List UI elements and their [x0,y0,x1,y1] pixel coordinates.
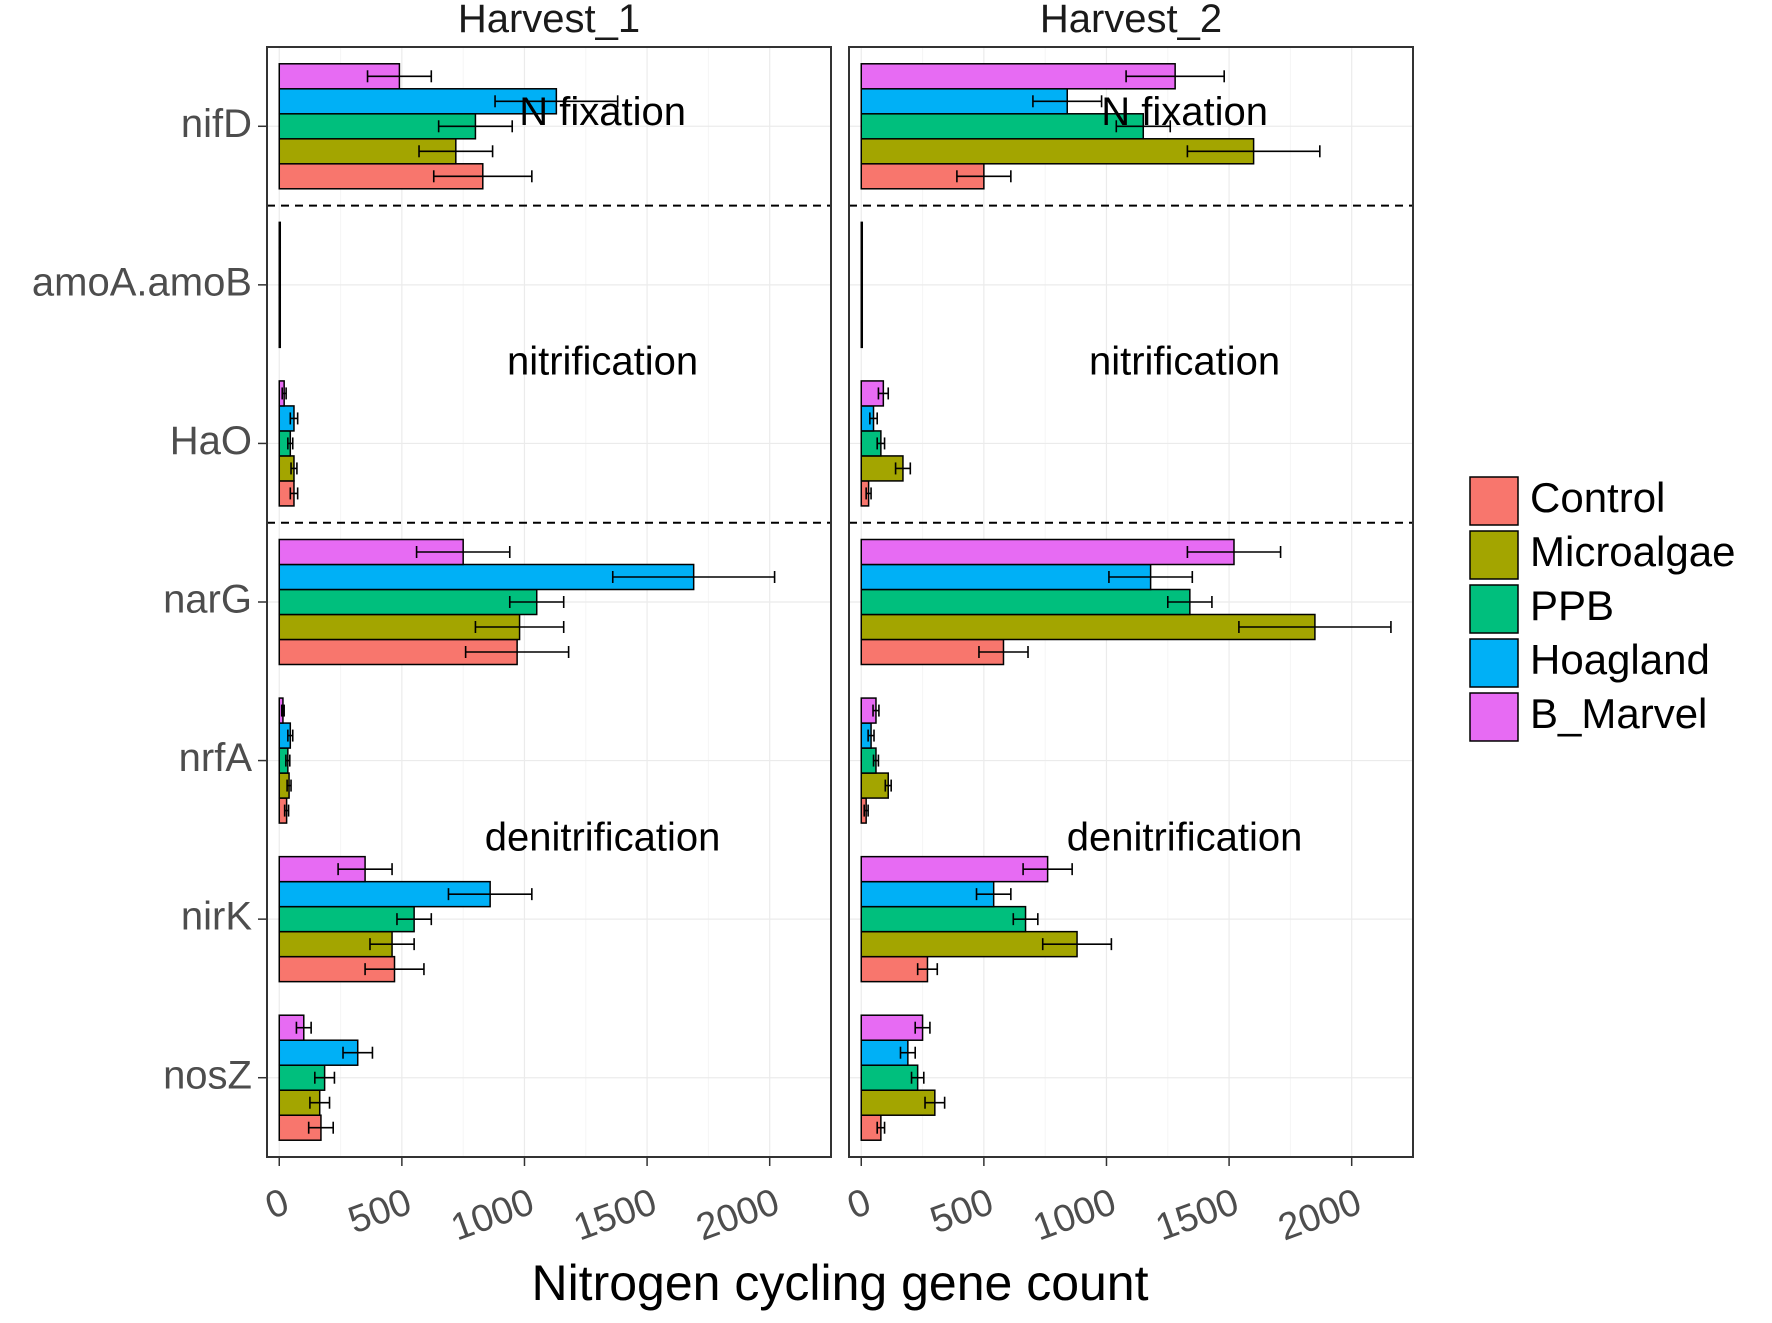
legend-label-control: Control [1530,474,1665,521]
panel-harvest-2: N fixation nitrification denitrification Ha… [842,0,1414,1249]
bar-amoA.amoB-hoagland [278,246,282,274]
y-tick-label: amoA.amoB [32,260,252,304]
bar-amoA.amoB-b_marvel [860,221,864,249]
legend-swatch-ppb [1469,584,1519,634]
legend-label-b_marvel: B_Marvel [1530,690,1707,737]
bar-nirK-b_marvel [860,855,1049,883]
legend-swatch-hoagland [1469,638,1519,688]
bar-nrfA-microalgae [860,772,889,799]
bar-amoA.amoB-ppb [860,271,864,299]
x-tick-label: 1000 [446,1181,540,1249]
group-label: N fixation [519,90,686,134]
panel-harvest-1: N fixation nitrification denitrification Ha… [260,0,832,1249]
y-tick-label: HaO [170,419,252,463]
bar-nirK-control [860,955,929,983]
bar-nirK-ppb [278,905,415,933]
group-label: denitrification [485,815,721,859]
group-label: nitrification [507,340,698,384]
group-label: denitrification [1067,815,1303,859]
bar-nirK-ppb [860,905,1027,933]
bar-nosZ-microalgae [860,1089,936,1116]
bar-amoA.amoB-microalgae [278,296,282,324]
bar-narG-b_marvel [860,538,1235,566]
x-tick-label: 500 [925,1181,999,1242]
bar-nirK-hoagland [860,880,995,908]
x-tick-label: 2000 [691,1181,785,1249]
facet-title: Harvest_1 [458,0,640,41]
group-label: N fixation [1101,90,1268,134]
legend-swatch-b_marvel [1469,692,1519,742]
bar-narG-ppb [860,588,1191,616]
y-tick-label: nosZ [163,1053,252,1097]
bar-narG-ppb [278,588,538,616]
x-tick-label: 2000 [1273,1181,1367,1249]
y-tick-label: nirK [181,895,252,939]
facet-title: Harvest_2 [1040,0,1222,41]
bar-amoA.amoB-ppb [278,271,282,299]
bar-nifD-b_marvel [860,63,1176,90]
bar-amoA.amoB-microalgae [860,296,864,324]
bar-narG-hoagland [860,563,1152,591]
legend-label-hoagland: Hoagland [1530,636,1710,683]
legend-label-ppb: PPB [1530,582,1614,629]
legend-swatch-control [1469,476,1519,526]
x-tick-label: 500 [343,1181,417,1242]
x-tick-label: 0 [842,1181,876,1228]
bar-nosZ-ppb [860,1064,919,1091]
bar-amoA.amoB-b_marvel [278,221,282,249]
bar-nirK-microalgae [860,930,1078,958]
x-tick-label: 1500 [568,1181,662,1249]
y-tick-label: narG [163,578,252,622]
y-tick-label: nifD [181,102,252,146]
group-label: nitrification [1089,340,1280,384]
bar-nosZ-b_marvel [860,1014,924,1041]
x-axis-title: Nitrogen cycling gene count [531,1255,1148,1311]
y-tick-label: nrfA [179,736,253,780]
x-tick-label: 0 [260,1181,294,1228]
panel-border [848,46,1414,1158]
legend: Control Microalgae PPB Hoagland B_Marvel [1469,474,1735,742]
bar-amoA.amoB-control [278,321,282,349]
x-tick-label: 1500 [1150,1181,1244,1249]
bar-amoA.amoB-control [860,321,864,349]
bar-amoA.amoB-hoagland [860,246,864,274]
legend-swatch-microalgae [1469,530,1519,580]
legend-label-microalgae: Microalgae [1530,528,1735,575]
x-tick-label: 1000 [1028,1181,1122,1249]
